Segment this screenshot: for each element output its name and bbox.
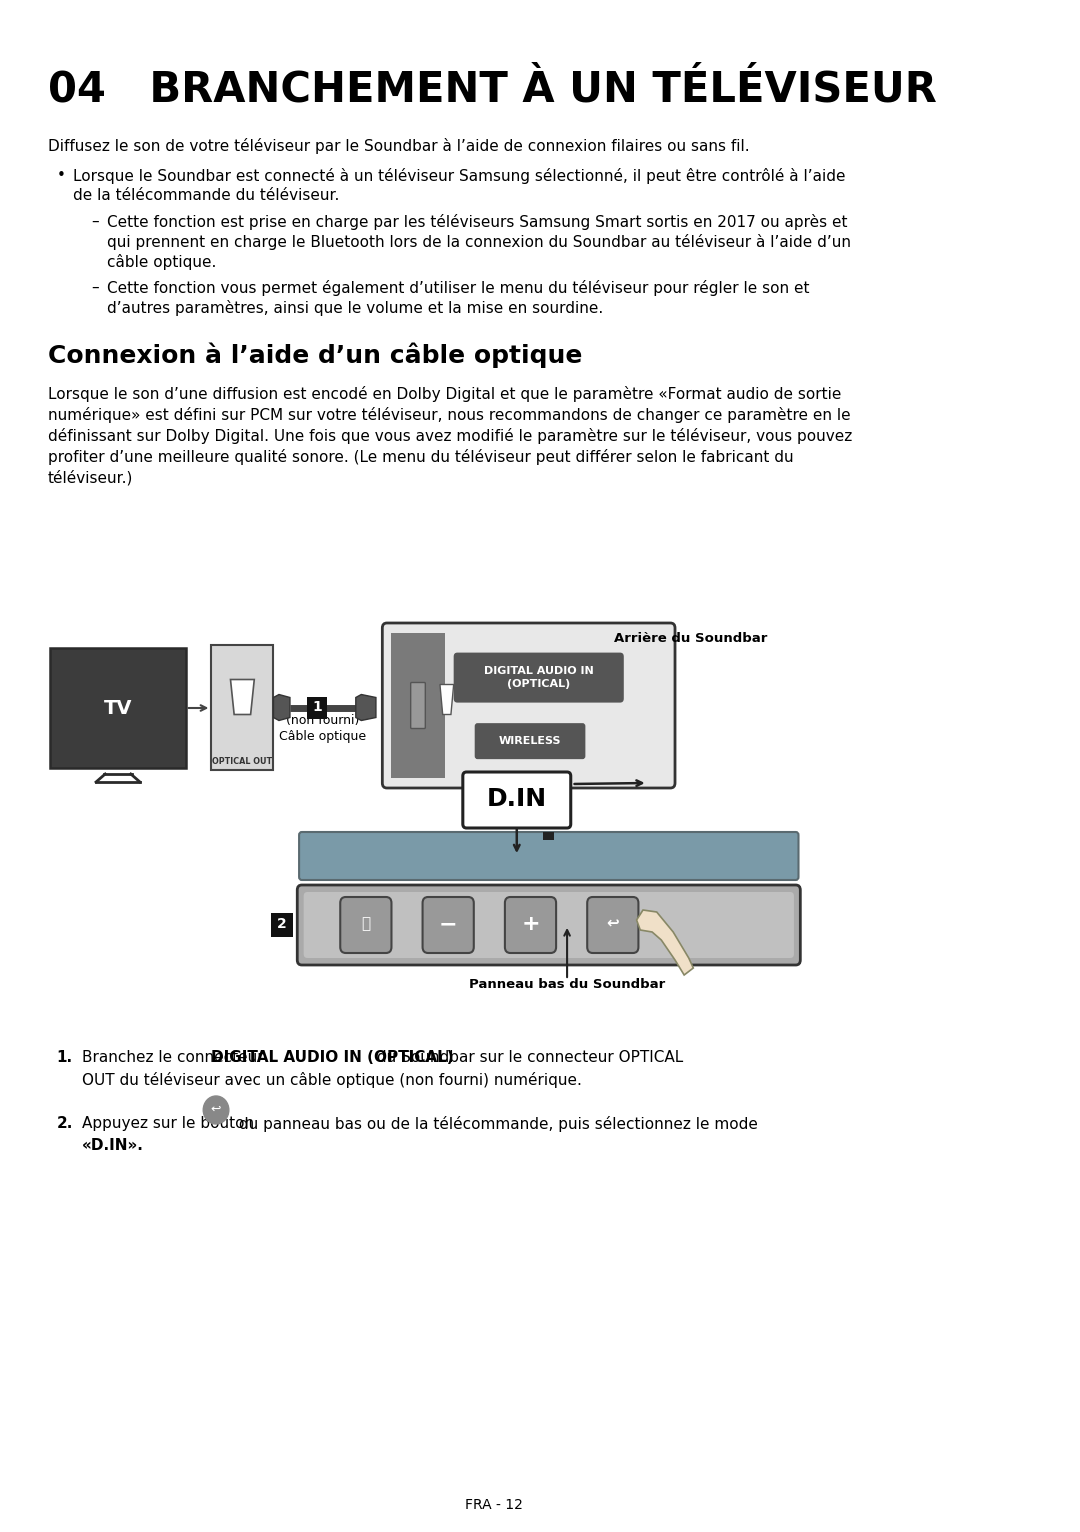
Text: câble optique.: câble optique. <box>107 254 216 270</box>
FancyBboxPatch shape <box>463 772 570 827</box>
Text: •: • <box>57 169 66 182</box>
Text: du panneau bas ou de la télécommande, puis sélectionnez le mode: du panneau bas ou de la télécommande, pu… <box>234 1115 758 1132</box>
Text: OUT du téléviseur avec un câble optique (non fourni) numérique.: OUT du téléviseur avec un câble optique … <box>82 1072 582 1088</box>
Text: Panneau bas du Soundbar: Panneau bas du Soundbar <box>469 977 665 991</box>
Text: D.IN: D.IN <box>487 787 546 810</box>
Polygon shape <box>230 680 254 714</box>
Text: Câble optique: Câble optique <box>280 729 366 743</box>
Text: 2.: 2. <box>57 1115 73 1131</box>
Text: Arrière du Soundbar: Arrière du Soundbar <box>613 633 767 645</box>
Text: –: – <box>92 214 99 228</box>
Text: téléviseur.): téléviseur.) <box>48 470 133 486</box>
Text: qui prennent en charge le Bluetooth lors de la connexion du Soundbar au télévise: qui prennent en charge le Bluetooth lors… <box>107 234 851 250</box>
Text: 04   BRANCHEMENT À UN TÉLÉVISEUR: 04 BRANCHEMENT À UN TÉLÉVISEUR <box>48 67 936 110</box>
FancyBboxPatch shape <box>308 697 327 719</box>
FancyBboxPatch shape <box>297 885 800 965</box>
Text: FRA - 12: FRA - 12 <box>465 1498 523 1512</box>
Text: DIGITAL AUDIO IN
(OPTICAL): DIGITAL AUDIO IN (OPTICAL) <box>484 666 594 689</box>
FancyBboxPatch shape <box>299 832 798 879</box>
Text: DIGITAL AUDIO IN (OPTICAL): DIGITAL AUDIO IN (OPTICAL) <box>211 1049 454 1065</box>
Circle shape <box>203 1095 229 1124</box>
FancyBboxPatch shape <box>410 682 426 729</box>
Text: Cette fonction est prise en charge par les téléviseurs Samsung Smart sortis en 2: Cette fonction est prise en charge par l… <box>107 214 848 230</box>
Text: Diffusez le son de votre téléviseur par le Soundbar à l’aide de connexion filair: Diffusez le son de votre téléviseur par … <box>48 138 750 155</box>
FancyBboxPatch shape <box>475 723 585 760</box>
Text: Appuyez sur le bouton: Appuyez sur le bouton <box>82 1115 259 1131</box>
Text: 2: 2 <box>276 918 286 931</box>
Text: −: − <box>438 915 458 935</box>
Text: ↩: ↩ <box>607 916 619 931</box>
Text: Lorsque le son d’une diffusion est encodé en Dolby Digital et que le paramètre «: Lorsque le son d’une diffusion est encod… <box>48 386 841 401</box>
Text: numérique» est défini sur PCM sur votre téléviseur, nous recommandons de changer: numérique» est défini sur PCM sur votre … <box>48 408 850 423</box>
Text: ↩: ↩ <box>211 1103 221 1115</box>
FancyBboxPatch shape <box>340 898 391 953</box>
Text: profiter d’une meilleure qualité sonore. (Le menu du téléviseur peut différer se: profiter d’une meilleure qualité sonore.… <box>48 449 793 466</box>
Text: TV: TV <box>104 699 132 717</box>
Polygon shape <box>273 694 289 720</box>
FancyBboxPatch shape <box>51 648 186 768</box>
Text: +: + <box>522 915 540 935</box>
Text: –: – <box>92 280 99 296</box>
FancyBboxPatch shape <box>588 898 638 953</box>
FancyBboxPatch shape <box>382 624 675 787</box>
FancyBboxPatch shape <box>391 633 445 778</box>
Text: «D.IN».: «D.IN». <box>82 1138 145 1154</box>
Text: Lorsque le Soundbar est connecté à un téléviseur Samsung sélectionné, il peut êt: Lorsque le Soundbar est connecté à un té… <box>73 169 846 184</box>
Text: ⏻: ⏻ <box>362 916 370 931</box>
Text: du Soundbar sur le connecteur OPTICAL: du Soundbar sur le connecteur OPTICAL <box>373 1049 684 1065</box>
FancyBboxPatch shape <box>504 898 556 953</box>
Text: Cette fonction vous permet également d’utiliser le menu du téléviseur pour régle: Cette fonction vous permet également d’u… <box>107 280 810 296</box>
Text: 1: 1 <box>312 700 322 714</box>
Text: OPTICAL OUT: OPTICAL OUT <box>213 757 272 766</box>
Text: définissant sur Dolby Digital. Une fois que vous avez modifié le paramètre sur l: définissant sur Dolby Digital. Une fois … <box>48 427 852 444</box>
FancyBboxPatch shape <box>422 898 474 953</box>
Polygon shape <box>440 685 454 714</box>
Text: (non fourni): (non fourni) <box>286 714 360 726</box>
FancyBboxPatch shape <box>271 913 293 938</box>
Text: 1.: 1. <box>57 1049 72 1065</box>
FancyBboxPatch shape <box>212 645 273 771</box>
Text: d’autres paramètres, ainsi que le volume et la mise en sourdine.: d’autres paramètres, ainsi que le volume… <box>107 300 604 316</box>
Polygon shape <box>355 694 376 720</box>
FancyBboxPatch shape <box>543 832 554 840</box>
Text: Branchez le connecteur: Branchez le connecteur <box>82 1049 269 1065</box>
Polygon shape <box>636 910 693 974</box>
FancyBboxPatch shape <box>303 892 794 958</box>
Text: de la télécommande du téléviseur.: de la télécommande du téléviseur. <box>73 188 339 204</box>
Text: Connexion à l’aide d’un câble optique: Connexion à l’aide d’un câble optique <box>48 342 582 368</box>
FancyBboxPatch shape <box>454 653 624 703</box>
Text: WIRELESS: WIRELESS <box>499 737 562 746</box>
